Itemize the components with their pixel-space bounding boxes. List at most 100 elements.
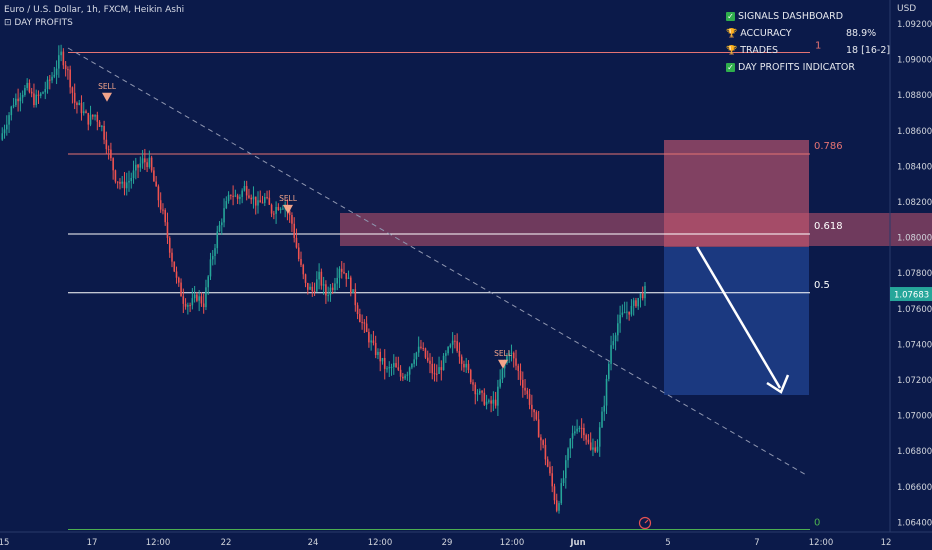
fib-level-label: 0 — [814, 518, 820, 529]
candle-body — [28, 82, 31, 92]
x-tick-label: 12 — [881, 538, 892, 548]
replay-clock-icon[interactable] — [638, 516, 652, 530]
candle-body — [537, 419, 540, 438]
candle-body — [386, 368, 388, 370]
candle-body — [354, 289, 357, 306]
candle-body — [207, 276, 210, 288]
candle-body — [162, 209, 164, 211]
trend-line — [67, 47, 809, 477]
candle-body — [413, 359, 415, 364]
candle-body — [239, 196, 241, 199]
candle-body — [481, 390, 483, 393]
candle-body — [137, 164, 139, 168]
candle-body — [60, 51, 62, 56]
x-tick-label: Jun — [569, 538, 585, 548]
candle-body — [153, 170, 155, 182]
candle-body — [139, 163, 142, 168]
indicator-legend[interactable]: ⊡ DAY PROFITS — [4, 18, 73, 28]
candle-body — [320, 271, 323, 286]
candle-body — [327, 295, 329, 297]
candle-body — [202, 303, 205, 308]
candle-body — [318, 271, 320, 280]
y-tick-label: 1.08200 — [897, 198, 932, 208]
candle-body — [345, 273, 348, 279]
candle-body — [96, 114, 99, 122]
target-zone — [664, 247, 809, 395]
candle-body — [177, 277, 180, 283]
candle-body — [417, 346, 420, 353]
candle-body — [420, 346, 422, 348]
candle-body — [64, 65, 67, 70]
candle-body — [343, 271, 345, 274]
candle-body — [200, 296, 203, 304]
candle-body — [580, 427, 583, 429]
candle-body — [234, 195, 237, 197]
candle-body — [114, 170, 117, 182]
candle-body — [116, 181, 119, 183]
candle-body — [150, 157, 153, 171]
dashboard-row: 🏆 TRADES 18 [16-2] — [726, 42, 890, 59]
candle-body — [232, 195, 234, 197]
candle-body — [404, 375, 406, 379]
fib-level-label: 0.5 — [814, 280, 830, 291]
candle-body — [205, 287, 207, 308]
candle-body — [469, 370, 472, 383]
candle-body — [365, 323, 368, 332]
candle-body — [268, 197, 271, 205]
candle-body — [374, 342, 377, 355]
candle-body — [291, 214, 293, 224]
candle-body — [639, 293, 642, 299]
candle-body — [259, 200, 262, 203]
candle-body — [273, 213, 275, 215]
candle-body — [275, 206, 277, 214]
candle-body — [411, 363, 413, 368]
x-tick-label: 22 — [221, 538, 232, 548]
candle-body — [225, 201, 228, 209]
candle-body — [544, 444, 547, 460]
candle-body — [159, 200, 162, 210]
x-tick-label: 17 — [87, 538, 98, 548]
candle-body — [58, 55, 60, 69]
candle-body — [562, 478, 565, 484]
candle-body — [383, 357, 386, 369]
candle-body — [297, 247, 300, 259]
candle-body — [549, 466, 551, 474]
candle-body — [445, 353, 447, 356]
candle-body — [540, 437, 542, 441]
candle-body — [542, 440, 544, 445]
candle-body — [488, 400, 490, 402]
y-tick-label: 1.06600 — [897, 483, 932, 493]
candle-body — [576, 428, 578, 432]
candle-body — [42, 92, 44, 94]
candle-body — [594, 447, 597, 452]
candle-body — [347, 277, 350, 279]
indicator-icon: ⊡ — [4, 18, 15, 28]
candle-body — [494, 399, 497, 406]
candle-body — [37, 94, 40, 96]
candle-body — [619, 314, 621, 324]
sell-signal-label: SELL — [494, 349, 513, 358]
candle-body — [198, 296, 200, 301]
candle-body — [248, 195, 250, 198]
candle-body — [144, 158, 146, 163]
candle-body — [322, 284, 325, 286]
candle-body — [119, 182, 121, 184]
dashboard-label: DAY PROFITS INDICATOR — [738, 62, 855, 73]
candle-body — [184, 303, 187, 307]
candle-body — [370, 340, 372, 343]
candle-body — [363, 322, 366, 324]
candle-body — [381, 357, 384, 362]
candle-body — [517, 365, 520, 371]
chart-title: Euro / U.S. Dollar, 1h, FXCM, Heikin Ash… — [4, 5, 185, 15]
candle-body — [91, 114, 94, 117]
candle-body — [560, 483, 563, 504]
candle-body — [218, 225, 221, 232]
sell-signal-label: SELL — [279, 194, 298, 203]
candle-body — [379, 351, 382, 362]
candle-body — [555, 500, 558, 511]
candle-body — [134, 164, 137, 171]
y-tick-label: 1.07400 — [897, 340, 932, 350]
candle-body — [30, 91, 33, 94]
candle-body — [630, 305, 633, 315]
